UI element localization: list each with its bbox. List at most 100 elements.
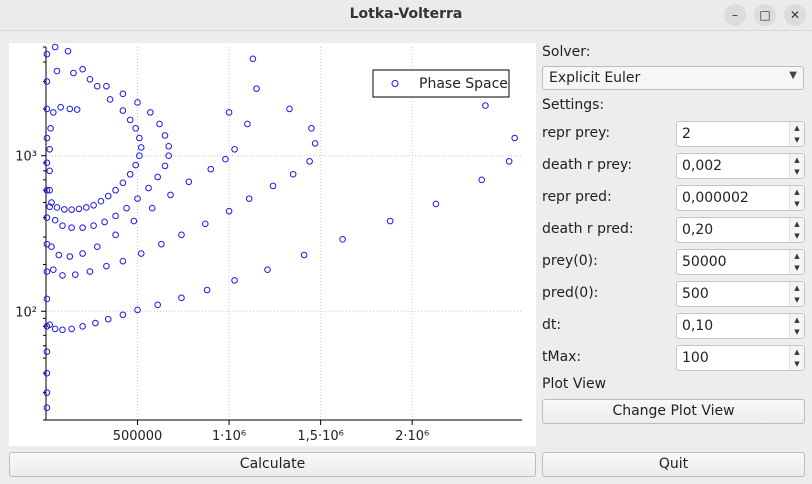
minimize-button[interactable]: – [724,4,746,26]
data-point [249,55,257,63]
data-point [70,69,77,77]
data-point [158,240,165,248]
spin-buttons: ▲ ▼ [789,154,804,178]
spin-down-icon[interactable]: ▼ [794,232,800,240]
change-plot-view-button[interactable]: Change Plot View [542,399,805,424]
data-point [51,43,59,51]
data-point [432,200,440,208]
spin-down-icon[interactable]: ▼ [794,136,800,144]
param-spinbox[interactable]: 2 ▲ ▼ [676,121,805,147]
param-value: 2 [682,126,691,142]
param-spinbox[interactable]: 500 ▲ ▼ [676,281,805,307]
data-point [47,125,54,132]
data-point [306,158,313,165]
param-spinbox[interactable]: 50000 ▲ ▼ [676,249,805,275]
param-spinbox[interactable]: 0,20 ▲ ▼ [676,217,805,243]
data-point [43,295,51,303]
data-point [253,85,260,92]
data-point [148,204,156,212]
x-tick-label: 1,5·10⁶ [297,429,344,444]
data-point [43,323,51,330]
spin-up-icon[interactable]: ▲ [794,124,800,132]
y-tick-label: 10³ [15,150,37,165]
data-point [79,323,86,330]
spin-buttons: ▲ ▼ [789,186,804,210]
data-point [264,266,271,274]
title-bar: Lotka-Volterra – □ ✕ [0,0,812,31]
spin-up-icon[interactable]: ▲ [794,220,800,228]
spin-down-icon[interactable]: ▼ [794,360,800,368]
data-point [119,179,127,187]
data-point [286,105,293,113]
param-spinbox[interactable]: 0,002 ▲ ▼ [676,153,805,179]
data-point [112,231,119,239]
data-point [269,182,277,190]
data-point [126,170,134,178]
data-point [48,199,55,206]
data-point [90,222,97,229]
data-point [57,103,64,111]
data-point [165,152,172,160]
param-label: repr prey: [542,125,611,141]
data-point [130,217,138,225]
spin-up-icon[interactable]: ▲ [794,188,800,196]
maximize-button[interactable]: □ [754,4,776,26]
close-button[interactable]: ✕ [784,4,806,26]
spin-down-icon[interactable]: ▼ [794,328,800,336]
data-point [207,165,215,173]
data-point [101,218,108,226]
quit-button[interactable]: Quit [542,452,805,477]
spin-up-icon[interactable]: ▲ [794,348,800,356]
data-point [46,145,53,153]
data-point [59,222,66,229]
spin-up-icon[interactable]: ▲ [794,284,800,292]
data-point [136,152,143,160]
spin-down-icon[interactable]: ▼ [794,200,800,208]
data-point [68,206,75,213]
data-point [43,348,51,355]
data-point [386,217,394,225]
data-point [119,311,127,319]
data-point [289,170,297,178]
data-point [71,271,79,278]
data-point [43,50,51,58]
legend-box [372,69,510,98]
data-point [64,47,72,55]
solver-value: Explicit Euler [549,70,641,86]
data-point [132,125,140,132]
data-point [50,266,57,274]
spin-down-icon[interactable]: ▼ [794,168,800,176]
param-value: 0,10 [682,318,714,334]
data-point [43,214,51,221]
data-point [136,134,143,142]
param-value: 0,20 [682,222,714,238]
param-spinbox[interactable]: 0,000002 ▲ ▼ [676,185,805,211]
data-point [145,184,152,192]
data-point [137,250,145,257]
phase-space-plot[interactable]: 500000 1·10⁶ 1,5·10⁶ 2·10⁶ 10² 10³ Phase Space [9,43,536,446]
spin-buttons: ▲ ▼ [789,250,804,274]
calculate-button[interactable]: Calculate [9,452,536,477]
solver-dropdown[interactable]: Explicit Euler ▼ [542,66,804,90]
spin-up-icon[interactable]: ▲ [794,316,800,324]
spin-down-icon[interactable]: ▼ [794,296,800,304]
data-point [50,109,57,116]
data-point [339,236,346,243]
param-label: tMax: [542,349,582,365]
data-point [43,134,51,142]
spin-up-icon[interactable]: ▲ [794,252,800,260]
param-label: prey(0): [542,253,598,269]
param-spinbox[interactable]: 100 ▲ ▼ [676,345,805,371]
data-point [66,105,74,113]
data-point [104,315,112,323]
data-point [161,132,169,139]
data-point [43,369,51,377]
spin-up-icon[interactable]: ▲ [794,156,800,164]
spin-down-icon[interactable]: ▼ [794,264,800,272]
y-tick-label: 10² [15,305,37,320]
param-spinbox[interactable]: 0,10 ▲ ▼ [676,313,805,339]
data-point [112,212,119,220]
data-point [154,173,161,181]
data-point [90,202,97,209]
data-point [82,204,90,211]
